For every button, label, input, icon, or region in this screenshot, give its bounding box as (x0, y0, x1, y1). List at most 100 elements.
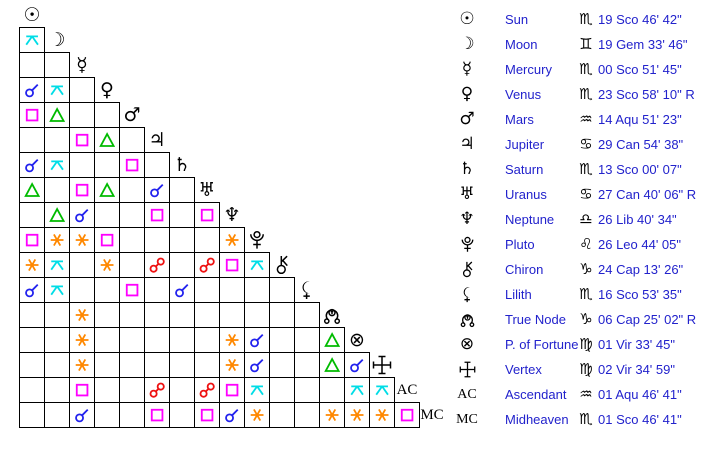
aspect-cell-chiron-sun (19, 252, 45, 278)
aspect-cell-mc-venus (94, 402, 120, 428)
sextile-icon (100, 259, 114, 271)
sextile-icon (250, 409, 264, 421)
grid-planet-mercury: ☿ (69, 52, 95, 78)
conjunction-icon (175, 284, 189, 298)
aspect-cell-node-saturn (169, 302, 195, 328)
aspect-cell-pluto-uranus (194, 227, 220, 253)
conjunction-icon (25, 84, 39, 98)
aspect-cell-node-sun (19, 302, 45, 328)
aspect-cell-pof-mars (119, 327, 145, 353)
mars-glyph-icon: ♂ (123, 103, 141, 126)
mercury-glyph-icon: ☿ (461, 59, 473, 79)
planet-name: Ascendant (505, 387, 567, 402)
aspect-cell-saturn-mars (119, 152, 145, 178)
conjunction-icon (75, 409, 89, 423)
aspect-cell-vertex-jupiter (144, 352, 170, 378)
aspect-cell-mars-sun (19, 102, 45, 128)
aspect-cell-chiron-mars (119, 252, 145, 278)
table-row-lilith: Lilith ♏ 16 Sco 53' 35" (452, 282, 705, 307)
conjunction-icon (250, 334, 264, 348)
node-glyph-icon (323, 308, 341, 324)
quincunx-icon (50, 160, 64, 171)
table-row-jupiter: ♃ Jupiter ♋ 29 Can 54' 38" (452, 132, 705, 157)
aspect-cell-chiron-uranus (194, 252, 220, 278)
planet-position: 01 Vir 33' 45" (598, 337, 675, 352)
aspect-cell-lilith-neptune (219, 277, 245, 303)
planet-name: Vertex (505, 362, 542, 377)
aspect-cell-neptune-moon (44, 202, 70, 228)
jupiter-glyph-icon: ♃ (459, 134, 475, 154)
square-icon (125, 283, 139, 297)
aspect-cell-pof-sun (19, 327, 45, 353)
aspect-cell-lilith-mercury (69, 277, 95, 303)
venus-glyph-icon: ♀ (460, 84, 474, 104)
sextile-icon (350, 409, 364, 421)
table-row-sun: ☉ Sun ♏ 19 Sco 46' 42" (452, 7, 705, 32)
aspect-cell-ac-mercury (69, 377, 95, 403)
aspect-cell-mc-mars (119, 402, 145, 428)
aspect-cell-node-mars (119, 302, 145, 328)
quincunx-icon (50, 85, 64, 96)
aspect-cell-uranus-venus (94, 177, 120, 203)
aspect-cell-lilith-chiron (269, 277, 295, 303)
square-icon (75, 133, 89, 147)
jupiter-glyph-icon: ♃ (148, 128, 166, 151)
sextile-icon (225, 334, 239, 346)
trine-icon (324, 357, 340, 372)
pluto-glyph-icon (452, 232, 482, 257)
planet-name: Mercury (505, 62, 552, 77)
aspect-cell-mc-moon (44, 402, 70, 428)
planet-position: 26 Leo 44' 05" (598, 237, 682, 252)
chiron-glyph-icon (276, 255, 288, 275)
aspect-cell-vertex-node (319, 352, 345, 378)
neptune-glyph-icon: ♆ (223, 203, 241, 226)
scorpio-sign-icon: ♏ (579, 85, 593, 103)
planet-name: Chiron (505, 262, 544, 277)
aspect-cell-vertex-pof (344, 352, 370, 378)
planet-name: Mars (505, 112, 534, 127)
aspect-cell-mercury-sun (19, 52, 45, 78)
planet-position: 24 Cap 13' 26" (598, 262, 684, 277)
grid-planet-pof: ⊗ (344, 327, 370, 353)
aspect-cell-mercury-moon (44, 52, 70, 78)
sextile-icon (75, 309, 89, 321)
scorpio-sign-icon: ♏ (579, 160, 593, 178)
grid-planet-neptune: ♆ (219, 202, 245, 228)
square-icon (150, 208, 164, 222)
aspect-cell-jupiter-moon (44, 127, 70, 153)
planet-name: Venus (505, 87, 542, 102)
aspect-cell-mc-saturn (169, 402, 195, 428)
square-icon (25, 108, 39, 122)
aspect-cell-chiron-saturn (169, 252, 195, 278)
virgo-sign-icon: ♍ (579, 335, 593, 353)
sextile-icon (75, 359, 89, 371)
ac-glyph-icon: AC (396, 381, 418, 398)
moon-glyph-icon: ☽ (48, 28, 66, 51)
quincunx-icon (250, 260, 264, 271)
planet-position: 23 Sco 58' 10" R (598, 87, 695, 102)
aspect-cell-pof-node (319, 327, 345, 353)
table-row-neptune: ♆ Neptune ♎ 26 Lib 40' 34" (452, 207, 705, 232)
saturn-glyph-icon: ♄ (459, 159, 475, 179)
aspect-cell-pluto-neptune (219, 227, 245, 253)
aspect-cell-pof-mercury (69, 327, 95, 353)
aspect-cell-pluto-jupiter (144, 227, 170, 253)
trine-icon (49, 107, 65, 122)
conjunction-icon (25, 159, 39, 173)
cancer-sign-icon: ♋ (579, 185, 593, 203)
opposition-icon (199, 382, 215, 398)
mercury-glyph-icon: ☿ (76, 53, 88, 76)
grid-planet-ac: AC (394, 377, 420, 403)
aspect-cell-uranus-jupiter (144, 177, 170, 203)
aspect-cell-chiron-pluto (244, 252, 270, 278)
aspect-cell-lilith-sun (19, 277, 45, 303)
planet-position: 16 Sco 53' 35" (598, 287, 682, 302)
aspect-cell-mc-pluto (244, 402, 270, 428)
aspect-cell-uranus-mars (119, 177, 145, 203)
table-row-ac: AC Ascendant ♒ 01 Aqu 46' 41" (452, 382, 705, 407)
aspect-cell-vertex-neptune (219, 352, 245, 378)
square-icon (25, 233, 39, 247)
aspect-cell-ac-moon (44, 377, 70, 403)
aspect-cell-uranus-mercury (69, 177, 95, 203)
lilith-glyph-icon (302, 281, 310, 299)
